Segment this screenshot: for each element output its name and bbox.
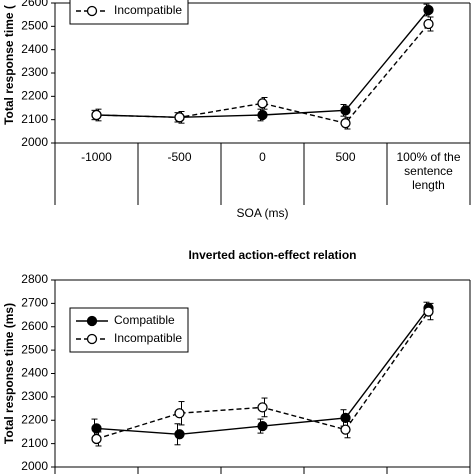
data-point (91, 109, 102, 121)
x-tick-label-box: 100% of the sentence length (396, 150, 461, 192)
y-tick-label: 2700 (21, 296, 48, 310)
legend-label: Incompatible (114, 3, 182, 17)
data-point (257, 98, 268, 109)
y-tick-label: 2800 (21, 272, 48, 286)
data-point (257, 109, 268, 121)
legend-marker (86, 315, 98, 327)
data-point (340, 424, 351, 435)
legend-label: Incompatible (114, 331, 182, 345)
data-point (340, 412, 351, 424)
x-tick-label-box: 0 (259, 150, 266, 164)
data-point (174, 429, 185, 440)
x-tick-label: -500 (167, 150, 192, 164)
x-tick-label: 500 (335, 150, 356, 164)
y-tick-label: 2000 (21, 459, 48, 473)
data-point (423, 306, 434, 317)
chart-title: Inverted action-effect relation (188, 248, 356, 262)
data-point (91, 423, 102, 434)
data-point (340, 118, 351, 129)
x-axis-label: SOA (ms) (236, 206, 288, 220)
data-point (340, 105, 351, 116)
y-tick-label: 2600 (21, 319, 48, 333)
y-tick-label: 2500 (21, 19, 48, 33)
legend-box (69, 307, 189, 353)
data-point (423, 18, 434, 30)
data-point (174, 408, 185, 419)
y-tick-label: 2400 (21, 42, 48, 56)
data-point (257, 420, 268, 432)
x-tick-label: 100% of the sentence length (396, 150, 461, 192)
x-tick-label-box: -1000 (81, 150, 112, 164)
y-tick-label: 2200 (21, 89, 48, 103)
data-point (91, 433, 102, 445)
y-tick-label: 2600 (21, 0, 48, 9)
y-tick-label: 2000 (21, 135, 48, 149)
data-point (423, 4, 434, 16)
legend-label: Compatible (114, 313, 175, 327)
y-tick-label: 2100 (21, 436, 48, 450)
y-tick-label: 2200 (21, 412, 48, 426)
y-tick-label: 2300 (21, 389, 48, 403)
y-tick-label: 2300 (21, 65, 48, 79)
data-point (257, 402, 268, 413)
y-tick-label: 2100 (21, 112, 48, 126)
y-axis-label: Total response time (ms) (2, 303, 16, 444)
legend-marker (86, 5, 98, 17)
y-axis-label: Total response time ( (2, 5, 16, 125)
y-tick-label: 2500 (21, 342, 48, 356)
legend-marker (86, 333, 98, 345)
x-tick-label: -1000 (81, 150, 112, 164)
x-tick-label: 0 (259, 150, 266, 164)
x-tick-label-box: -500 (167, 150, 192, 164)
x-tick-label-box: 500 (335, 150, 356, 164)
data-point (174, 112, 185, 123)
y-tick-label: 2400 (21, 366, 48, 380)
